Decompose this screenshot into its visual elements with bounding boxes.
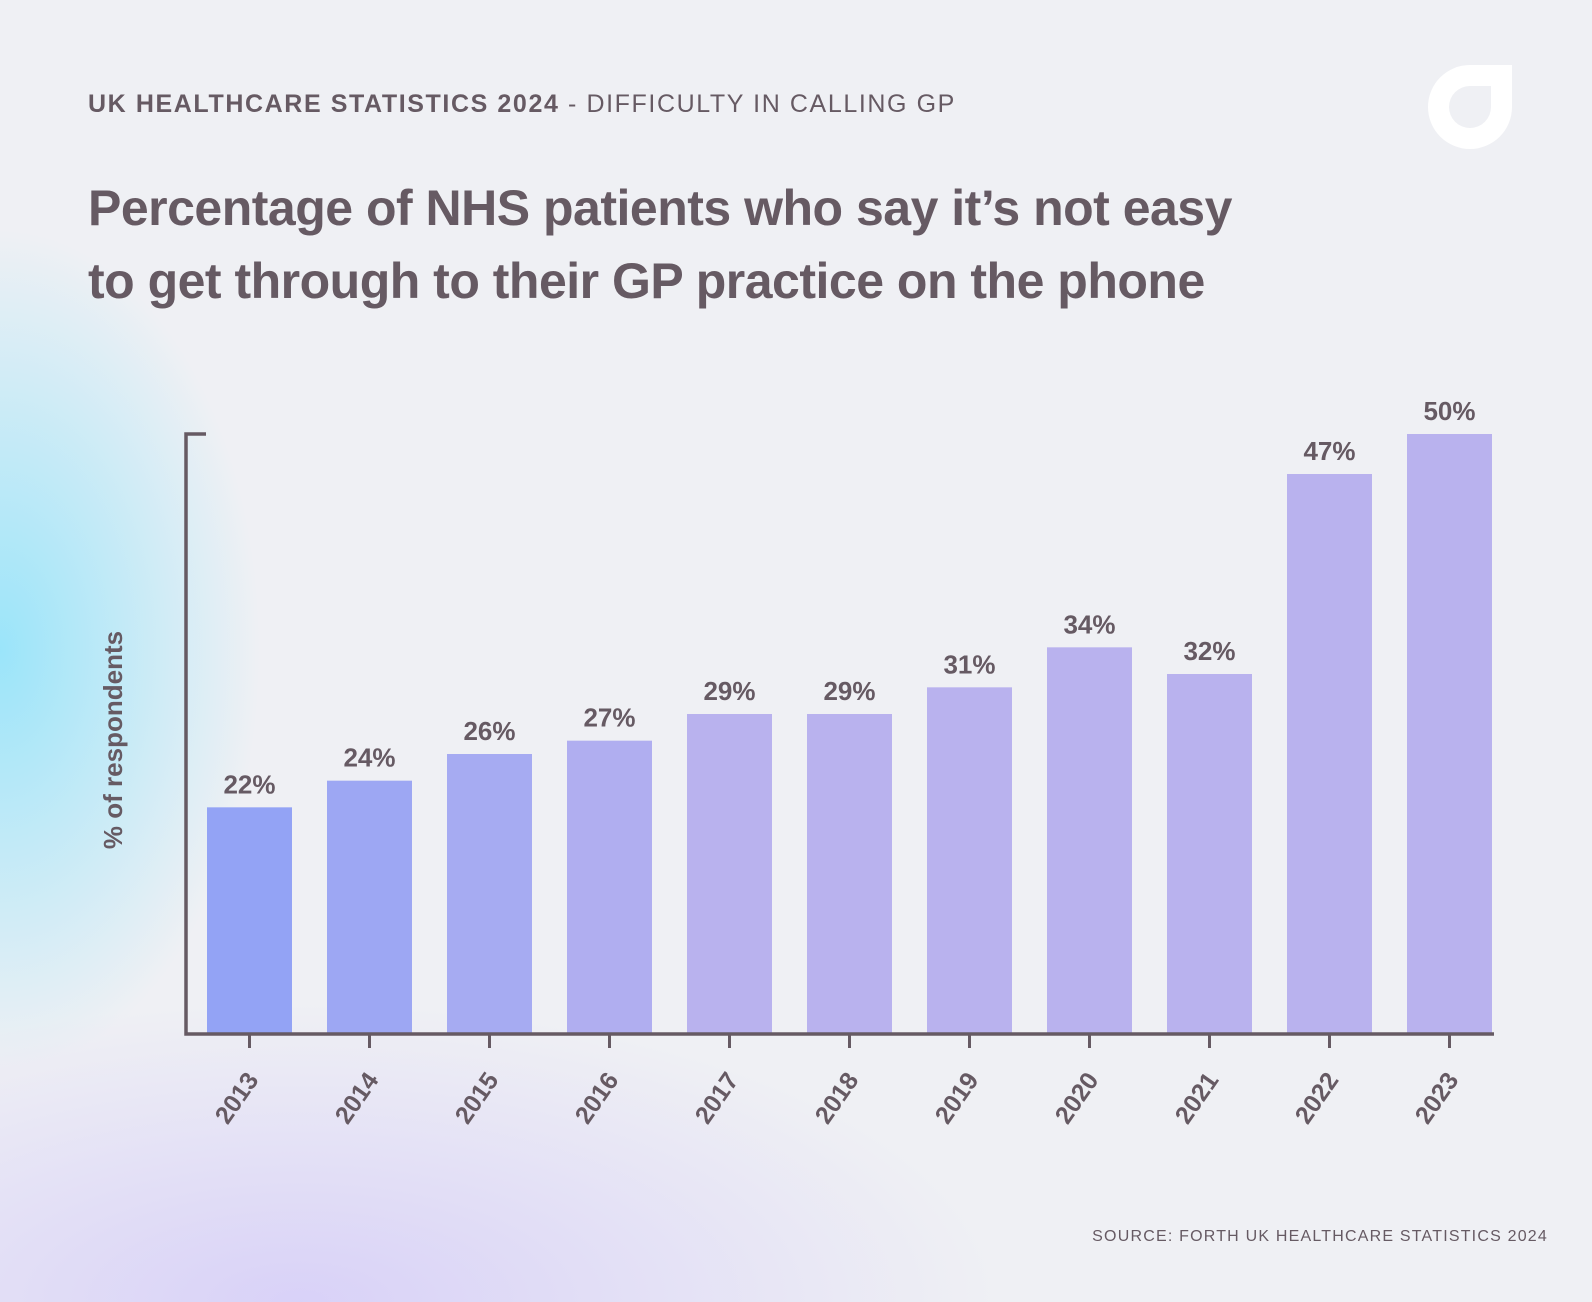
chart-title: Percentage of NHS patients who say it’s … — [88, 180, 1232, 309]
data-label-2016: 27% — [583, 703, 635, 733]
data-label-2022: 47% — [1303, 436, 1355, 466]
data-label-2020: 34% — [1063, 609, 1115, 639]
bar-2019 — [927, 687, 1012, 1034]
x-tick-label-2018: 2018 — [810, 1067, 865, 1129]
x-tick-label-2017: 2017 — [690, 1067, 745, 1129]
bar-2018 — [807, 714, 892, 1034]
source-note: SOURCE: FORTH UK HEALTHCARE STATISTICS 2… — [1092, 1228, 1548, 1245]
x-tick-label-2013: 2013 — [210, 1067, 265, 1129]
bar-2021 — [1167, 674, 1252, 1034]
data-label-2023: 50% — [1423, 396, 1475, 426]
data-label-2013: 22% — [223, 769, 275, 799]
data-label-2018: 29% — [823, 676, 875, 706]
data-label-2015: 26% — [463, 716, 515, 746]
x-tick-label-2014: 2014 — [330, 1067, 385, 1129]
header-bold: UK HEALTHCARE STATISTICS 2024 — [88, 90, 560, 118]
axes — [184, 432, 1494, 1036]
x-tick-label-2023: 2023 — [1410, 1067, 1465, 1129]
data-label-2017: 29% — [703, 676, 755, 706]
x-tick-label-2021: 2021 — [1170, 1067, 1225, 1129]
data-label-2014: 24% — [343, 743, 395, 773]
y-axis-label: % of respondents — [98, 631, 128, 849]
bar-2023 — [1407, 434, 1492, 1034]
data-label-2021: 32% — [1183, 636, 1235, 666]
bar-2014 — [327, 780, 412, 1034]
bar-2013 — [207, 807, 292, 1034]
logo-icon — [1428, 65, 1512, 149]
bar-2020 — [1047, 647, 1132, 1034]
data-label-2019: 31% — [943, 649, 995, 679]
x-tick-label-2022: 2022 — [1290, 1067, 1345, 1129]
bar-2016 — [567, 740, 652, 1034]
bar-2015 — [447, 754, 532, 1034]
bar-2022 — [1287, 474, 1372, 1034]
x-tick-label-2019: 2019 — [930, 1067, 985, 1129]
bar-2017 — [687, 714, 772, 1034]
x-tick-label-2020: 2020 — [1050, 1067, 1105, 1129]
x-tick-label-2016: 2016 — [570, 1067, 625, 1129]
header-rest: - DIFFICULTY IN CALLING GP — [559, 90, 956, 118]
x-tick-label-2015: 2015 — [450, 1067, 505, 1129]
header: UK HEALTHCARE STATISTICS 2024 - DIFFICUL… — [88, 90, 956, 119]
